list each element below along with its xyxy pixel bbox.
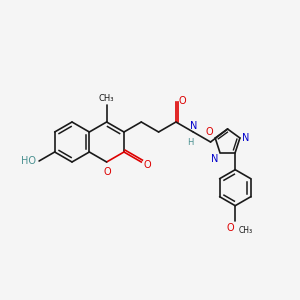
- Text: HO: HO: [21, 156, 36, 166]
- Text: N: N: [242, 133, 249, 143]
- Text: O: O: [104, 167, 112, 177]
- Text: N: N: [190, 121, 197, 131]
- Text: O: O: [206, 127, 213, 137]
- Text: O: O: [143, 160, 151, 170]
- Text: N: N: [211, 154, 218, 164]
- Text: CH₃: CH₃: [99, 94, 114, 103]
- Text: H: H: [187, 138, 194, 147]
- Text: O: O: [179, 96, 187, 106]
- Text: CH₃: CH₃: [238, 226, 252, 235]
- Text: O: O: [226, 223, 234, 233]
